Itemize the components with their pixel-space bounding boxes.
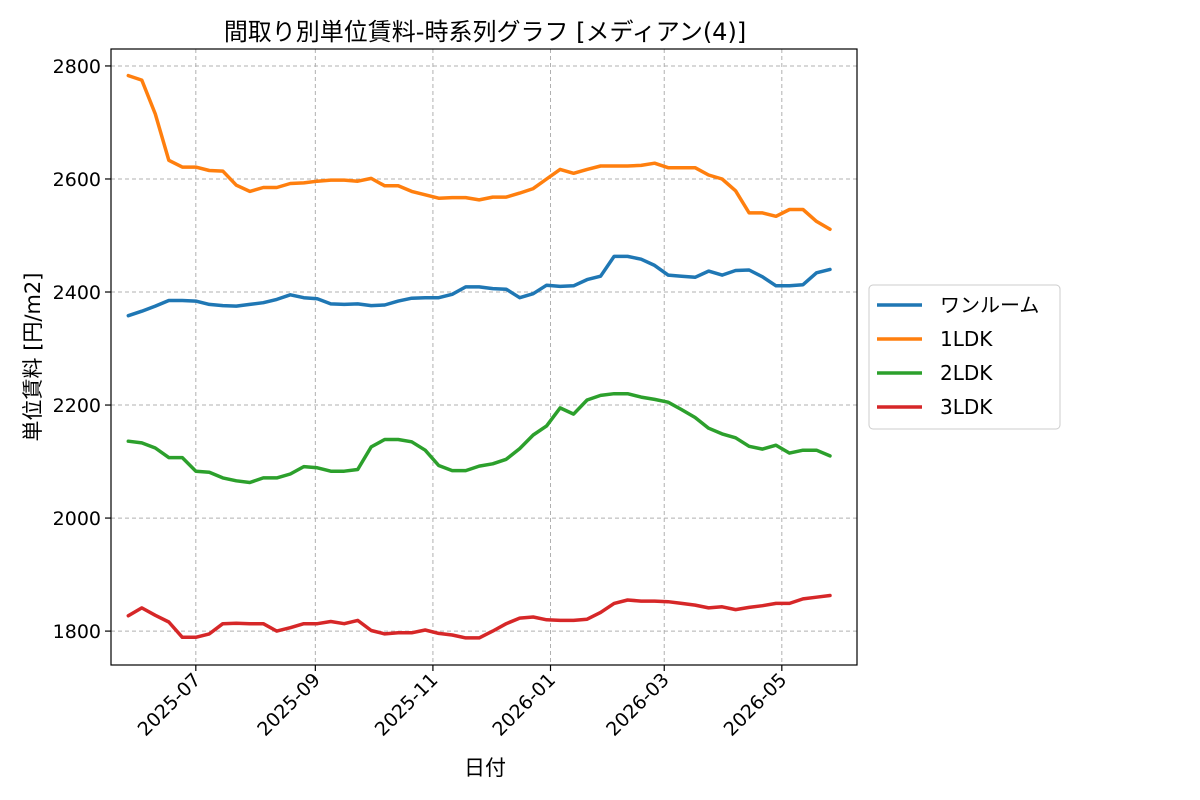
series-line-1LDK bbox=[126, 73, 832, 232]
x-tick-label: 2026-01 bbox=[488, 669, 560, 741]
legend-frame bbox=[868, 284, 1061, 430]
y-tick-label: 1800 bbox=[53, 621, 101, 643]
y-tick-label: 2600 bbox=[53, 169, 101, 191]
x-tick-label: 2025-09 bbox=[253, 669, 325, 741]
x-axis: 2025-07 2025-09 2025-11 2026-01 2026-03 2026-… bbox=[134, 665, 792, 741]
legend: ワンルーム 1LDK 2LDK 3LDK bbox=[868, 284, 1061, 430]
series-line-3LDK bbox=[126, 593, 832, 640]
x-tick-label: 2026-03 bbox=[602, 669, 674, 741]
x-tick-label: 2025-07 bbox=[134, 669, 206, 741]
y-tick-label: 2000 bbox=[53, 508, 101, 530]
y-gridlines bbox=[111, 65, 857, 632]
plot-area-frame bbox=[110, 48, 858, 666]
y-axis: 1800 2000 2200 2400 2600 2800 bbox=[53, 56, 111, 643]
x-gridlines bbox=[195, 49, 783, 665]
x-tick-label: 2026-05 bbox=[720, 669, 792, 741]
y-tick-label: 2400 bbox=[53, 282, 101, 304]
x-axis-label: 日付 bbox=[464, 756, 506, 780]
y-axis-label: 単位賃料 [円/m2] bbox=[21, 273, 45, 442]
legend-label: 3LDK bbox=[940, 395, 993, 419]
series-layer bbox=[126, 73, 832, 640]
chart-title: 間取り別単位賃料-時系列グラフ [メディアン(4)] bbox=[224, 18, 746, 46]
x-tick-label: 2025-11 bbox=[371, 669, 443, 741]
legend-label: ワンルーム bbox=[940, 293, 1039, 317]
legend-label: 1LDK bbox=[940, 327, 993, 351]
legend-label: 2LDK bbox=[940, 361, 993, 385]
series-line-2LDK bbox=[126, 391, 832, 485]
y-tick-label: 2800 bbox=[53, 56, 101, 78]
y-tick-label: 2200 bbox=[53, 395, 101, 417]
series-line-ワンルーム bbox=[126, 254, 832, 318]
